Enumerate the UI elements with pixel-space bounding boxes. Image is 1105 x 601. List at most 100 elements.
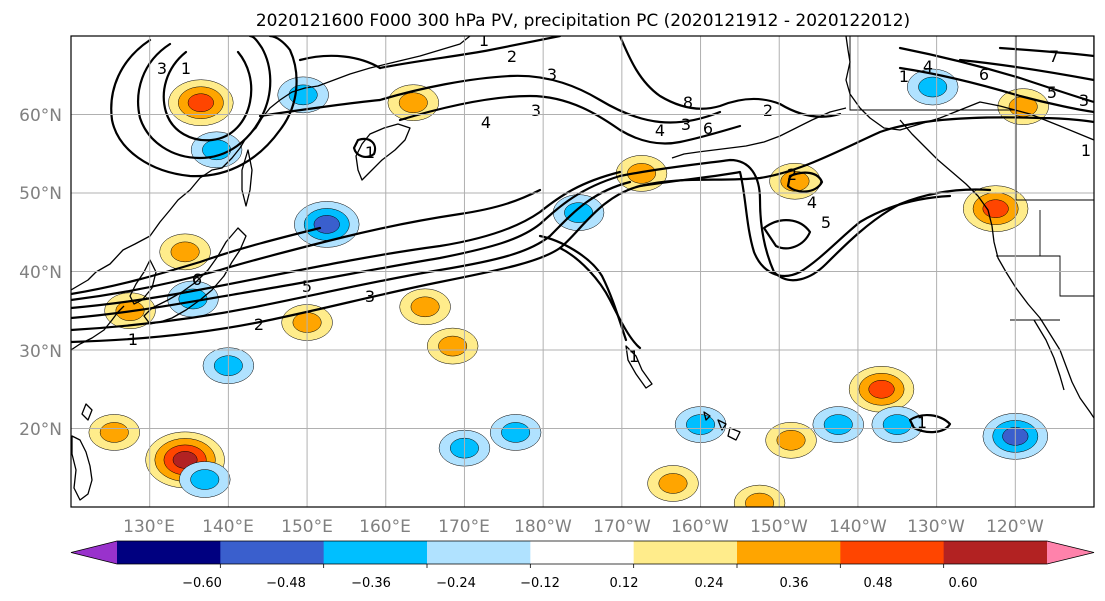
pc-region — [997, 88, 1049, 125]
colorbar-tick-label: 0.24 — [695, 576, 724, 591]
svg-text:1: 1 — [128, 330, 138, 349]
colorbar-tick-label: −0.24 — [436, 576, 476, 591]
colorbar-segment — [840, 541, 945, 564]
svg-text:3: 3 — [547, 65, 557, 84]
svg-text:2: 2 — [787, 165, 797, 184]
svg-text:1: 1 — [629, 347, 639, 366]
pc-contour-fill — [868, 380, 895, 399]
pc-region — [489, 414, 542, 451]
colorbar-tick-label: 0.36 — [780, 576, 809, 591]
svg-text:1: 1 — [899, 67, 909, 86]
pc-region — [733, 484, 786, 507]
svg-text:1: 1 — [365, 143, 375, 162]
svg-text:1: 1 — [479, 31, 489, 50]
lon-tick-label: 180°W — [514, 517, 572, 537]
map-area: 1 2 3 5 6 3 1 4 3 3 2 1 8 4 3 6 2 2 4 5 … — [71, 31, 1094, 507]
svg-text:3: 3 — [365, 287, 375, 306]
pc-contour-fill — [658, 473, 688, 494]
lon-tick-label: 160°W — [671, 517, 729, 537]
pc-contour-fill — [187, 93, 214, 112]
colorbar-extend-max — [1047, 541, 1094, 564]
pc-contour-fill — [918, 76, 948, 98]
pv-contours — [71, 36, 1094, 434]
colorbar-tick-label: −0.48 — [266, 576, 306, 591]
gridlines — [71, 36, 1094, 507]
colorbar-segment — [117, 541, 221, 564]
svg-text:6: 6 — [703, 119, 713, 138]
pc-region — [179, 461, 231, 498]
pc-region — [907, 68, 959, 106]
pc-region — [427, 327, 479, 365]
lon-tick-label: 170°W — [593, 517, 651, 537]
svg-text:4: 4 — [923, 57, 933, 76]
colorbar-segment — [323, 541, 428, 564]
lat-tick-label: 40°N — [19, 263, 62, 283]
svg-text:3: 3 — [681, 115, 691, 134]
pc-region — [168, 79, 234, 126]
colorbar-tick-label: 0.48 — [864, 576, 893, 591]
pc-contour-fill — [776, 430, 806, 451]
pc-contour-fill — [410, 296, 440, 318]
colorbar-labels: −0.60 −0.48 −0.36 −0.24 −0.12 0.12 0.24 … — [182, 576, 977, 591]
pc-region — [294, 201, 360, 248]
lat-tick-label: 20°N — [19, 420, 62, 440]
svg-text:5: 5 — [1047, 83, 1057, 102]
svg-text:4: 4 — [807, 193, 817, 212]
pc-region — [871, 406, 923, 443]
lon-axis: 130°E 140°E 150°E 160°E 170°E 180°W 170°… — [123, 517, 1044, 537]
svg-text:2: 2 — [507, 47, 517, 66]
lon-tick-label: 170°E — [438, 517, 490, 537]
svg-text:6: 6 — [979, 65, 989, 84]
pc-contour-fill — [99, 422, 129, 443]
svg-text:4: 4 — [481, 113, 491, 132]
colorbar-segment — [633, 541, 738, 564]
colorbar-tick-label: −0.36 — [351, 576, 391, 591]
lon-tick-label: 130°E — [123, 517, 175, 537]
svg-text:1: 1 — [181, 59, 191, 78]
svg-text:3: 3 — [1079, 91, 1089, 110]
pc-contour-fill — [564, 202, 594, 223]
pc-region — [848, 366, 915, 413]
lat-tick-label: 50°N — [19, 184, 62, 204]
svg-text:2: 2 — [254, 315, 264, 334]
lat-axis: 20°N 30°N 40°N 50°N 60°N — [19, 106, 62, 440]
political-borders — [849, 36, 1094, 321]
colorbar — [70, 540, 1095, 568]
svg-text:2: 2 — [763, 101, 773, 120]
svg-text:4: 4 — [655, 121, 665, 140]
pc-contour-fill — [627, 163, 656, 184]
pc-region — [765, 422, 817, 459]
svg-text:5: 5 — [821, 213, 831, 232]
colorbar-tick-label: 0.12 — [610, 576, 639, 591]
pc-region — [88, 414, 140, 451]
pc-contour-fill — [745, 492, 775, 507]
colorbar-extend-min — [71, 541, 117, 564]
svg-text:7: 7 — [1049, 47, 1059, 66]
pc-region — [190, 131, 243, 169]
svg-text:3: 3 — [157, 59, 167, 78]
pc-contour-fill — [190, 469, 220, 490]
pv-contour-labels: 1 2 3 5 6 3 1 4 3 3 2 1 8 4 3 6 2 2 4 5 … — [128, 31, 1091, 432]
chart-title: 2020121600 F000 300 hPa PV, precipitatio… — [256, 11, 910, 31]
svg-text:3: 3 — [531, 101, 541, 120]
pc-region — [159, 233, 211, 271]
lat-tick-label: 60°N — [19, 106, 62, 126]
colorbar-outline — [70, 540, 1095, 565]
lat-tick-label: 30°N — [19, 342, 62, 362]
lon-tick-label: 120°W — [986, 517, 1044, 537]
pc-region — [812, 406, 864, 443]
colorbar-segment — [220, 541, 325, 564]
pc-contour-fill — [882, 414, 912, 435]
lon-tick-label: 140°W — [829, 517, 887, 537]
pc-region — [399, 288, 451, 326]
lon-tick-label: 150°E — [281, 517, 333, 537]
pc-contour-fill — [823, 414, 853, 435]
colorbar-segment — [427, 541, 531, 564]
colorbar-tick-label: −0.12 — [520, 576, 560, 591]
map-frame — [70, 35, 1095, 508]
colorbar-segment — [530, 541, 635, 564]
colorbar-tick-label: 0.60 — [949, 576, 978, 591]
colorbar-segment — [943, 541, 1048, 564]
lon-tick-label: 150°W — [750, 517, 808, 537]
